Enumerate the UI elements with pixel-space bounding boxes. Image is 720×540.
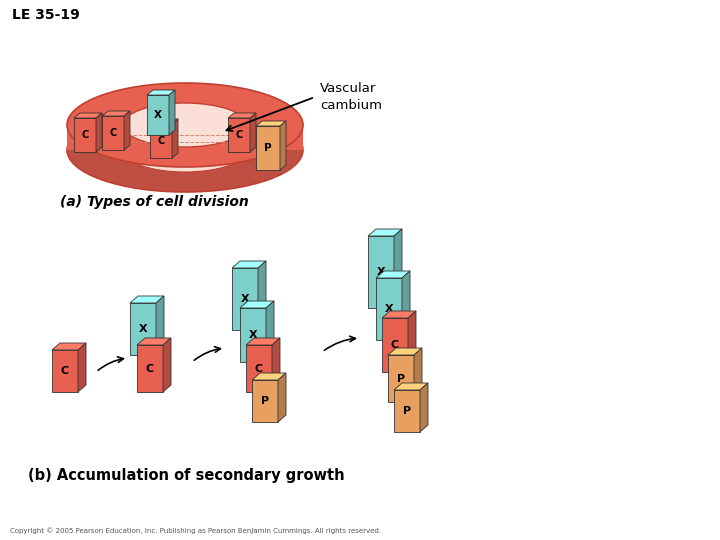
Polygon shape bbox=[163, 338, 171, 392]
Text: P: P bbox=[261, 396, 269, 406]
Polygon shape bbox=[137, 338, 171, 345]
Text: C: C bbox=[235, 130, 243, 140]
Polygon shape bbox=[368, 229, 402, 236]
Polygon shape bbox=[246, 345, 272, 392]
Polygon shape bbox=[130, 296, 164, 303]
Polygon shape bbox=[74, 113, 102, 118]
Polygon shape bbox=[52, 343, 86, 350]
Polygon shape bbox=[266, 301, 274, 362]
Polygon shape bbox=[402, 271, 410, 340]
Text: Copyright © 2005 Pearson Education, Inc. Publishing as Pearson Benjamin Cummings: Copyright © 2005 Pearson Education, Inc.… bbox=[10, 528, 381, 534]
Polygon shape bbox=[150, 124, 172, 158]
Polygon shape bbox=[156, 296, 164, 355]
Ellipse shape bbox=[123, 128, 247, 172]
Ellipse shape bbox=[67, 83, 303, 167]
Polygon shape bbox=[74, 118, 96, 152]
Polygon shape bbox=[102, 111, 130, 116]
Polygon shape bbox=[228, 113, 256, 118]
Ellipse shape bbox=[67, 108, 303, 192]
Polygon shape bbox=[240, 301, 274, 308]
Polygon shape bbox=[394, 390, 420, 432]
Polygon shape bbox=[123, 125, 247, 150]
Polygon shape bbox=[147, 90, 175, 95]
Polygon shape bbox=[272, 338, 280, 392]
Text: (b) Accumulation of secondary growth: (b) Accumulation of secondary growth bbox=[28, 468, 345, 483]
Text: C: C bbox=[81, 130, 89, 140]
Text: P: P bbox=[264, 143, 272, 153]
Ellipse shape bbox=[123, 103, 247, 147]
Polygon shape bbox=[130, 303, 156, 355]
Polygon shape bbox=[382, 318, 408, 372]
Polygon shape bbox=[96, 113, 102, 152]
Text: X: X bbox=[384, 304, 393, 314]
Polygon shape bbox=[256, 121, 286, 126]
Polygon shape bbox=[420, 383, 428, 432]
Polygon shape bbox=[232, 261, 266, 268]
Text: C: C bbox=[158, 136, 165, 146]
Polygon shape bbox=[52, 350, 78, 392]
Polygon shape bbox=[252, 373, 286, 380]
Polygon shape bbox=[394, 229, 402, 308]
Polygon shape bbox=[382, 311, 416, 318]
Polygon shape bbox=[394, 383, 428, 390]
Polygon shape bbox=[147, 95, 169, 135]
Polygon shape bbox=[246, 338, 280, 345]
Polygon shape bbox=[376, 278, 402, 340]
Polygon shape bbox=[67, 125, 303, 150]
Text: X: X bbox=[139, 324, 148, 334]
Text: C: C bbox=[255, 363, 263, 374]
Polygon shape bbox=[388, 348, 422, 355]
Polygon shape bbox=[150, 119, 178, 124]
Polygon shape bbox=[124, 111, 130, 150]
Polygon shape bbox=[102, 116, 124, 150]
Text: C: C bbox=[109, 128, 117, 138]
Text: C: C bbox=[61, 366, 69, 376]
Polygon shape bbox=[78, 343, 86, 392]
Text: X: X bbox=[377, 267, 385, 277]
Polygon shape bbox=[280, 121, 286, 170]
Text: X: X bbox=[248, 330, 257, 340]
Polygon shape bbox=[232, 268, 258, 330]
Polygon shape bbox=[137, 345, 163, 392]
Polygon shape bbox=[169, 90, 175, 135]
Polygon shape bbox=[376, 271, 410, 278]
Polygon shape bbox=[240, 308, 266, 362]
Text: X: X bbox=[154, 110, 162, 120]
Polygon shape bbox=[368, 236, 394, 308]
Polygon shape bbox=[228, 118, 250, 152]
Text: (a) Types of cell division: (a) Types of cell division bbox=[60, 195, 248, 209]
Polygon shape bbox=[256, 126, 280, 170]
Text: C: C bbox=[391, 340, 399, 350]
Text: C: C bbox=[146, 363, 154, 374]
Text: LE 35-19: LE 35-19 bbox=[12, 8, 80, 22]
Polygon shape bbox=[258, 261, 266, 330]
Polygon shape bbox=[172, 119, 178, 158]
Text: Vascular
cambium: Vascular cambium bbox=[320, 82, 382, 112]
Polygon shape bbox=[123, 125, 247, 150]
Polygon shape bbox=[252, 380, 278, 422]
Polygon shape bbox=[414, 348, 422, 402]
Text: P: P bbox=[397, 374, 405, 383]
Polygon shape bbox=[388, 355, 414, 402]
Polygon shape bbox=[278, 373, 286, 422]
Text: P: P bbox=[403, 406, 411, 416]
Polygon shape bbox=[408, 311, 416, 372]
Text: X: X bbox=[240, 294, 249, 304]
Polygon shape bbox=[250, 113, 256, 152]
